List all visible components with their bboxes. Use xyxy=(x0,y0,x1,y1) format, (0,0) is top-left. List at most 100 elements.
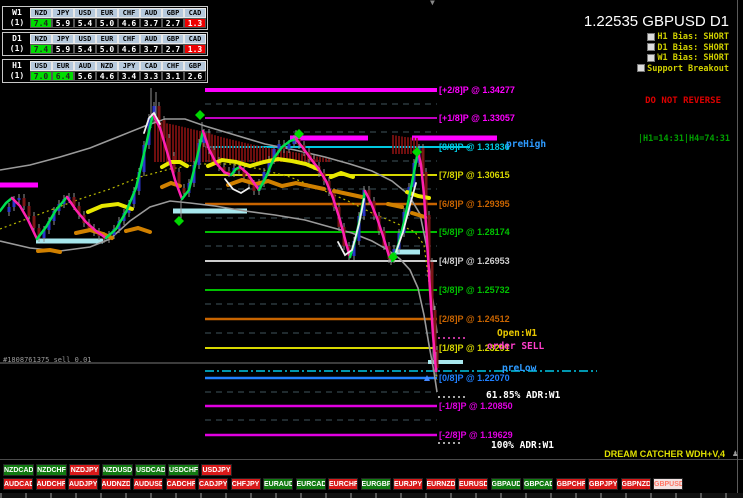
currency-header: NZD xyxy=(30,8,52,18)
signal-diamond-icon xyxy=(388,252,398,262)
level-label: [-1/8]P @ 1.20850 xyxy=(439,401,513,411)
adr-61-label: 61.85% ADR:W1 xyxy=(486,390,561,401)
adr-100-label: 100% ADR:W1 xyxy=(491,440,554,451)
window-border xyxy=(737,0,738,498)
divider xyxy=(0,459,743,460)
strength-value: 3.4 xyxy=(118,71,140,81)
checkbox-icon[interactable] xyxy=(637,64,646,72)
level-label: [8/8]P @ 1.31836 xyxy=(439,142,510,152)
level-label: [4/8]P @ 1.26953 xyxy=(439,256,510,266)
tab-audusd[interactable]: AUDUSD xyxy=(133,478,163,490)
tab-eurchf[interactable]: EURCHF xyxy=(328,478,358,490)
tab-eurjpy[interactable]: EURJPY xyxy=(393,478,423,490)
prelow-label: preLow xyxy=(502,363,537,374)
bias-row: Support Breakout xyxy=(637,64,729,75)
strength-value: 2.6 xyxy=(184,71,206,81)
tab-audnzd[interactable]: AUDNZD xyxy=(100,478,131,490)
strength-table-h1: H1 USD EUR AUD NZD JPY CAD CHF GBP (1) 7.0 6.4 5.6 4.… xyxy=(2,59,208,83)
currency-header: USD xyxy=(74,34,96,44)
open-trade-label: #1808761375 sell 0.01 xyxy=(3,356,92,364)
strength-value: 1.3 xyxy=(184,18,206,28)
tab-gbpchf[interactable]: GBPCHF xyxy=(555,478,586,490)
strength-table-w1: W1 NZD JPY USD EUR CHF AUD GBP CAD (1) 7.4 5.9 5.4 5.… xyxy=(2,6,208,30)
tab-eurcad[interactable]: EURCAD xyxy=(295,478,326,490)
currency-header: JPY xyxy=(52,8,74,18)
currency-header: CAD xyxy=(184,8,206,18)
strength-value: 3.7 xyxy=(140,44,162,54)
row-label: (1) xyxy=(9,18,25,27)
level-label: [+2/8]P @ 1.34277 xyxy=(439,85,515,95)
candle-timer: |H1=14:31|H4=74:31 xyxy=(637,134,730,144)
tab-gbpjpy[interactable]: GBPJPY xyxy=(588,478,618,490)
currency-header: AUD xyxy=(140,8,162,18)
tab-gbpnzd[interactable]: GBPNZD xyxy=(620,478,651,490)
currency-header: USD xyxy=(30,61,52,71)
strength-value: 5.4 xyxy=(74,18,96,28)
row-label: (1) xyxy=(9,71,25,80)
strength-value: 5.6 xyxy=(74,71,96,81)
tab-nzdchf[interactable]: NZDCHF xyxy=(36,464,67,476)
prehigh-label: preHigh xyxy=(506,139,547,150)
currency-header: CHF xyxy=(118,34,140,44)
checkbox-icon[interactable] xyxy=(647,32,656,41)
currency-header: AUD xyxy=(74,61,96,71)
open-w1-label: Open:W1 xyxy=(497,328,538,339)
tab-cadjpy[interactable]: CADJPY xyxy=(198,478,228,490)
currency-header: GBP xyxy=(162,34,184,44)
timeframe-label: W1 xyxy=(12,8,22,17)
candles xyxy=(7,102,439,372)
tab-audcad[interactable]: AUDCAD xyxy=(3,478,33,490)
tab-nzdcad[interactable]: NZDCAD xyxy=(3,464,34,476)
bias-text: Support Breakout xyxy=(647,63,729,74)
chart-person-icon: ♟ xyxy=(732,449,738,459)
strength-value: 4.6 xyxy=(118,44,140,54)
level-label: [6/8]P @ 1.29395 xyxy=(439,199,510,209)
tab-audjpy[interactable]: AUDJPY xyxy=(68,478,98,490)
level-label: [3/8]P @ 1.25732 xyxy=(439,285,510,295)
tab-nzdusd[interactable]: NZDUSD xyxy=(102,464,133,476)
row-label: (1) xyxy=(9,44,25,53)
checkbox-icon[interactable] xyxy=(647,43,656,51)
tab-eurusd[interactable]: EURUSD xyxy=(458,478,488,490)
strength-value: 2.7 xyxy=(162,18,184,28)
level-label: [5/8]P @ 1.28174 xyxy=(439,227,510,237)
tab-usdchf[interactable]: USDCHF xyxy=(168,464,199,476)
tab-cadchf[interactable]: CADCHF xyxy=(165,478,196,490)
currency-header: GBP xyxy=(162,8,184,18)
checkbox-icon[interactable] xyxy=(647,53,656,62)
warning-text: DO NOT REVERSE xyxy=(645,96,721,106)
tab-audchf[interactable]: AUDCHF xyxy=(35,478,66,490)
strength-value: 5.4 xyxy=(74,44,96,54)
tab-eurnzd[interactable]: EURNZD xyxy=(425,478,456,490)
tab-usdcad[interactable]: USDCAD xyxy=(135,464,166,476)
scroll-marker-icon[interactable]: ▼ xyxy=(430,0,435,7)
bias-row: H1 Bias: SHORT xyxy=(637,32,729,43)
tab-nzdjpy[interactable]: NZDJPY xyxy=(69,464,100,476)
level-label: [0/8]P @ 1.22070 xyxy=(439,373,510,383)
tab-gbpusd[interactable]: GBPUSD xyxy=(653,478,683,490)
currency-header: JPY xyxy=(52,34,74,44)
tab-usdjpy[interactable]: USDJPY xyxy=(201,464,232,476)
tab-eurgbp[interactable]: EURGBP xyxy=(360,478,391,490)
currency-header: CAD xyxy=(184,34,206,44)
tab-scrollbar[interactable] xyxy=(0,493,743,498)
tab-chfjpy[interactable]: CHFJPY xyxy=(230,478,261,490)
currency-header: EUR xyxy=(52,61,74,71)
tab-gbpaud[interactable]: GBPAUD xyxy=(490,478,521,490)
strength-value: 3.7 xyxy=(140,18,162,28)
bias-text: H1 Bias: SHORT xyxy=(657,32,729,42)
bias-row: D1 Bias: SHORT xyxy=(637,43,729,54)
strength-value: 5.0 xyxy=(96,44,118,54)
strength-value: 6.4 xyxy=(52,71,74,81)
level-label: [-2/8]P @ 1.19629 xyxy=(439,430,513,440)
strength-value: 5.0 xyxy=(96,18,118,28)
currency-header: NZD xyxy=(96,61,118,71)
strength-value: 4.6 xyxy=(118,18,140,28)
tab-euraud[interactable]: EURAUD xyxy=(263,478,293,490)
level-label: [1/8]P @ 1.23291 xyxy=(439,343,510,353)
indicator-name: DREAM CATCHER WDH+V,4 xyxy=(604,449,725,459)
tab-gbpcad[interactable]: GBPCAD xyxy=(523,478,553,490)
strength-value: 2.7 xyxy=(162,44,184,54)
